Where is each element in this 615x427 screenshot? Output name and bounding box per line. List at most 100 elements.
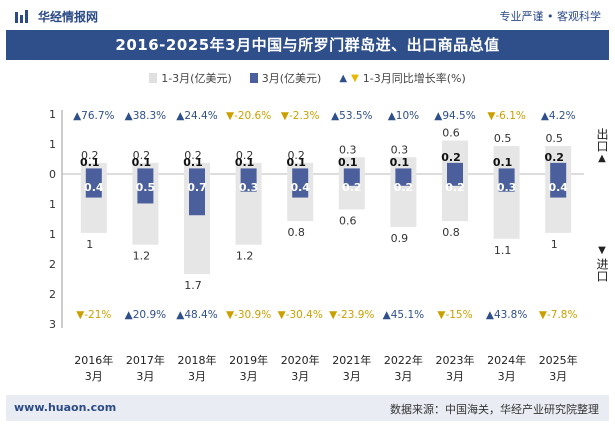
x-tick-label-month: 3月 <box>394 370 412 383</box>
export-growth-label: ▲10% <box>388 110 419 122</box>
march-export-bar <box>550 162 567 174</box>
legend-march: 3月(亿美元) <box>249 70 322 86</box>
x-tick-label-year: 2016年 <box>74 353 113 367</box>
export-arrow-icon: ▲ <box>598 153 606 164</box>
y-tick-label: 3 <box>49 318 56 331</box>
cumulative-import-label: 1.2 <box>236 250 254 263</box>
export-growth-label: ▲76.7% <box>73 110 114 122</box>
x-tick-label-year: 2021年 <box>332 353 371 367</box>
x-tick-label-month: 3月 <box>85 370 103 383</box>
x-tick-label-month: 3月 <box>343 370 361 383</box>
legend-swatch-cumulative <box>149 73 158 83</box>
title-bar: 2016-2025年3月中国与所罗门群岛进、出口商品总值 <box>6 30 609 60</box>
march-export-label: 0.1 <box>286 156 306 169</box>
march-export-label: 0.1 <box>338 156 358 169</box>
march-import-label: 0.3 <box>239 181 259 194</box>
march-export-label: 0.1 <box>390 156 410 169</box>
cumulative-import-label: 0.8 <box>287 226 305 239</box>
export-growth-label: ▲94.5% <box>434 110 475 122</box>
tag-separator: • <box>547 10 554 23</box>
march-export-label: 0.1 <box>183 156 203 169</box>
footer-source: 数据来源：中国海关，华经产业研究院整理 <box>390 403 599 416</box>
legend-label-growth: 1-3月同比增长率(%) <box>362 72 466 85</box>
cumulative-export-label: 0.2 <box>133 149 151 162</box>
march-import-label: 0.4 <box>548 181 568 194</box>
cumulative-import-label: 1.2 <box>133 250 151 263</box>
march-import-label: 0.2 <box>342 181 362 194</box>
march-export-bar <box>189 168 205 174</box>
cumulative-import-label: 0.6 <box>339 214 357 227</box>
cumulative-import-label: 0.9 <box>391 232 409 245</box>
y-tick-label: 2 <box>49 258 56 271</box>
tag-rigorous: 专业严谨 <box>499 10 544 23</box>
march-export-label: 0.2 <box>544 151 564 164</box>
x-tick-label-year: 2020年 <box>281 353 320 367</box>
march-export-bar <box>498 168 515 174</box>
march-export-label: 0.1 <box>235 156 255 169</box>
x-tick-label-month: 3月 <box>446 370 464 383</box>
march-import-bar <box>292 174 309 198</box>
import-growth-label: ▲45.1% <box>383 309 424 321</box>
export-side-label: 出口 ▲ <box>595 128 609 166</box>
up-triangle-icon: ▲ <box>339 72 348 84</box>
cumulative-export-label: 0.6 <box>442 127 460 140</box>
brand-name: 华经情报网 <box>38 10 99 24</box>
march-export-bar <box>343 168 360 174</box>
legend-growth: ▲ ▼ 1-3月同比增长率(%) <box>339 70 465 86</box>
footer-website-link[interactable]: www.huaon.com <box>14 401 117 414</box>
march-import-label: 0.4 <box>84 181 104 194</box>
cumulative-export-label: 0.2 <box>236 149 254 162</box>
export-growth-label: ▲24.4% <box>176 110 217 122</box>
footer: www.huaon.com 数据来源：中国海关，华经产业研究院整理 <box>6 395 609 421</box>
export-growth-label: ▼-6.1% <box>487 110 526 122</box>
legend-label-march: 3月(亿美元) <box>261 72 322 85</box>
cumulative-import-label: 1 <box>86 238 93 251</box>
export-growth-label: ▲38.3% <box>125 110 166 122</box>
march-import-bar <box>189 174 205 216</box>
cumulative-export-label: 0.5 <box>545 132 563 145</box>
chart-legend: 1-3月(亿美元) 3月(亿美元) ▲ ▼ 1-3月同比增长率(%) <box>0 70 615 86</box>
export-label-text: 出口 <box>595 128 609 152</box>
export-growth-label: ▼-2.3% <box>281 110 320 122</box>
march-export-bar <box>447 162 463 174</box>
march-import-bar <box>137 174 154 204</box>
march-export-bar <box>85 168 102 174</box>
march-export-bar <box>395 168 412 174</box>
legend-label-cumulative: 1-3月(亿美元) <box>161 72 232 85</box>
tag-objective: 客观科学 <box>557 10 601 23</box>
down-triangle-icon: ▼ <box>351 72 359 84</box>
cumulative-import-label: 1 <box>551 238 558 251</box>
import-growth-label: ▲43.8% <box>486 309 527 321</box>
y-tick-label: 1 <box>49 108 56 121</box>
cumulative-export-label: 0.2 <box>287 149 305 162</box>
brand[interactable]: 华经情报网 <box>14 8 98 25</box>
legend-swatch-march <box>249 73 258 83</box>
export-growth-label: ▲53.5% <box>331 110 372 122</box>
import-label-text: 进口 <box>595 258 609 282</box>
x-tick-label-year: 2018年 <box>178 353 217 367</box>
logo-icon <box>15 9 28 23</box>
top-header: 华经情报网 专业严谨 • 客观科学 <box>0 0 615 30</box>
march-export-bar <box>292 168 309 174</box>
march-import-label: 0.4 <box>290 181 310 194</box>
import-side-label: ▼ 进口 <box>595 244 609 282</box>
import-arrow-icon: ▼ <box>598 245 606 256</box>
march-import-label: 0.3 <box>497 181 517 194</box>
cumulative-export-label: 0.2 <box>184 149 202 162</box>
import-growth-label: ▼-21% <box>76 309 111 321</box>
march-export-bar <box>137 168 154 174</box>
cumulative-import-label: 1.1 <box>494 244 512 257</box>
march-import-bar <box>498 174 515 192</box>
x-tick-label-month: 3月 <box>136 370 154 383</box>
march-import-bar <box>395 174 412 186</box>
march-import-bar <box>447 174 463 186</box>
import-growth-label: ▲20.9% <box>125 309 166 321</box>
export-growth-label: ▼-20.6% <box>226 110 271 122</box>
x-tick-label-year: 2019年 <box>229 353 268 367</box>
cumulative-import-label: 0.8 <box>442 226 460 239</box>
cumulative-export-label: 0.2 <box>81 149 99 162</box>
x-tick-label-month: 3月 <box>188 370 206 383</box>
march-export-label: 0.1 <box>493 156 513 169</box>
y-tick-label: 1 <box>49 138 56 151</box>
y-tick-label: 1 <box>49 228 56 241</box>
